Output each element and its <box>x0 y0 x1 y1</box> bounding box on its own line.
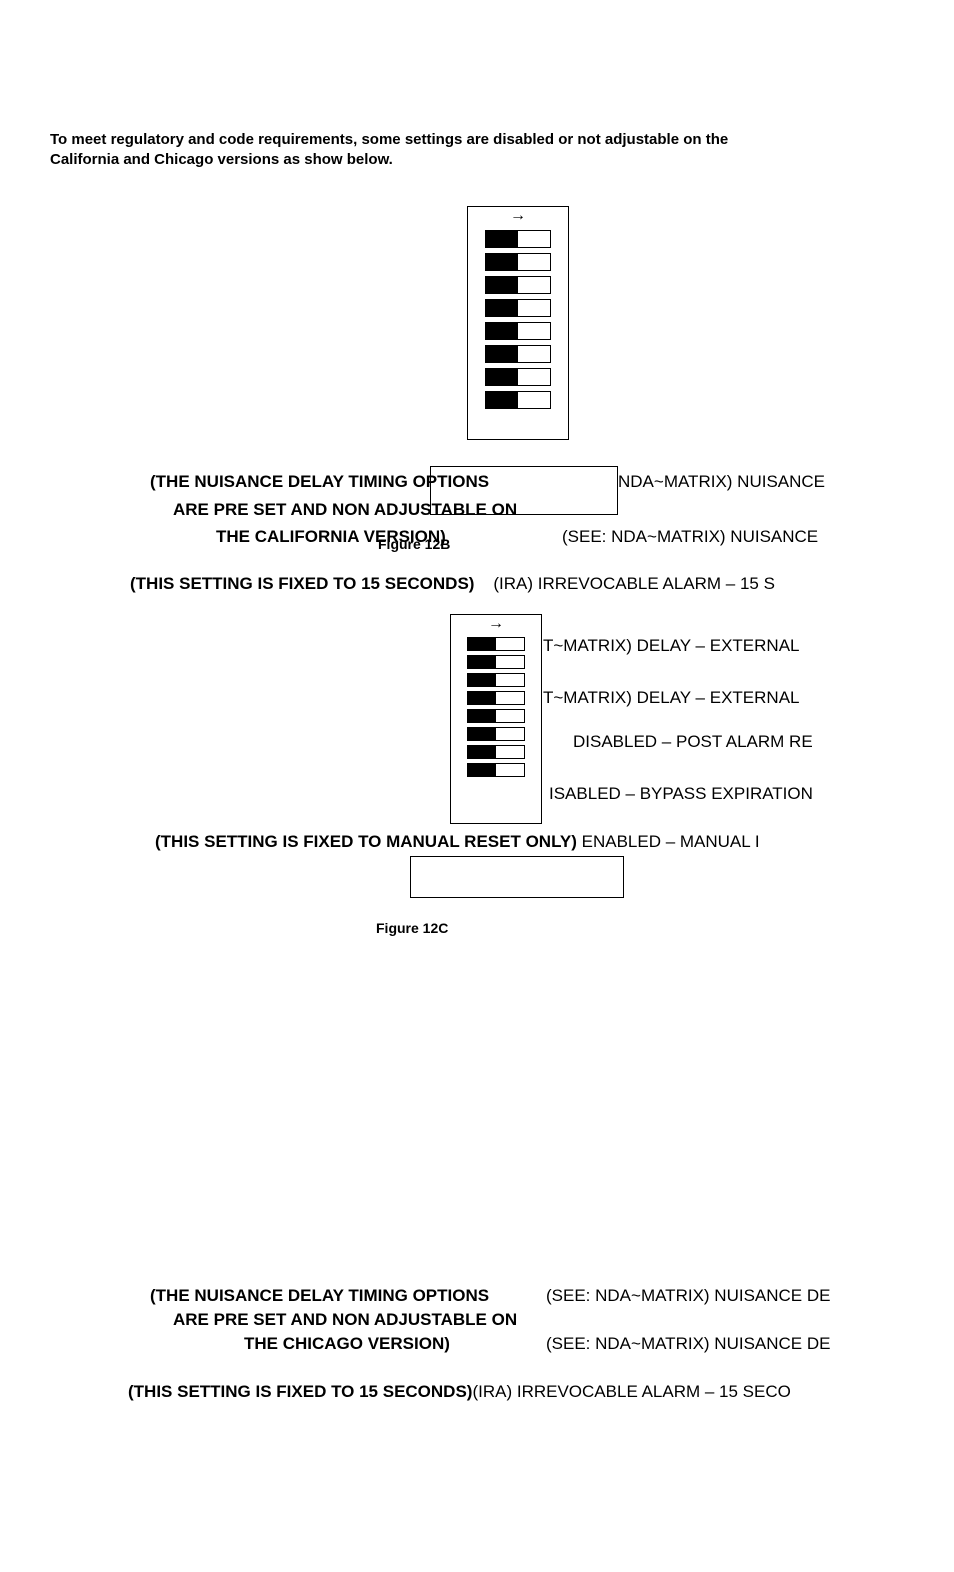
dip-knob <box>486 300 518 316</box>
arrow-icon: → <box>451 615 541 633</box>
dip-switch <box>485 345 551 363</box>
dip-switch <box>467 637 525 651</box>
dip-switch <box>485 368 551 386</box>
dip-knob <box>486 277 518 293</box>
dip-knob <box>468 728 496 740</box>
dip-knob <box>468 674 496 686</box>
dip-knob <box>486 392 518 408</box>
mid-row-3: DISABLED – POST ALARM RE <box>573 732 813 752</box>
dip-knob <box>468 710 496 722</box>
mid-row-1: T~MATRIX) DELAY – EXTERNAL <box>543 636 800 656</box>
ca-row2-left: ARE PRE SET AND NON ADJUSTABLE ON <box>173 500 517 520</box>
dip-knob <box>468 746 496 758</box>
mid-row-4: ISABLED – BYPASS EXPIRATION <box>549 784 813 804</box>
ca-row1-left: (THE NUISANCE DELAY TIMING OPTIONS <box>150 472 489 492</box>
dip-switch <box>467 727 525 741</box>
chi-row3-right: (SEE: NDA~MATRIX) NUISANCE DE <box>546 1334 830 1354</box>
chi-row4: (THIS SETTING IS FIXED TO 15 SECONDS)(IR… <box>128 1382 791 1402</box>
dip-knob <box>486 231 518 247</box>
empty-frame-box <box>410 856 624 898</box>
dip-knob <box>486 369 518 385</box>
ca-row1-right: NDA~MATRIX) NUISANCE <box>618 472 825 492</box>
ca-row3-right: (SEE: NDA~MATRIX) NUISANCE <box>562 527 818 547</box>
arrow-icon: → <box>468 207 568 225</box>
dip-knob <box>486 254 518 270</box>
dip-knob <box>468 764 496 776</box>
dip-switch-block-1: → <box>467 206 569 440</box>
ca-row4: (THIS SETTING IS FIXED TO 15 SECONDS) (I… <box>130 574 775 594</box>
intro-paragraph: To meet regulatory and code requirements… <box>50 130 770 169</box>
dip-switch <box>467 745 525 759</box>
dip-switch <box>485 276 551 294</box>
dip-switch <box>467 655 525 669</box>
dip-knob <box>468 656 496 668</box>
dip-switch <box>467 763 525 777</box>
chi-row1-right: (SEE: NDA~MATRIX) NUISANCE DE <box>546 1286 830 1306</box>
dip-switch-block-2: → <box>450 614 542 824</box>
dip-switch <box>467 673 525 687</box>
figure-12c-label: Figure 12C <box>376 920 448 936</box>
document-page: To meet regulatory and code requirements… <box>0 0 954 1572</box>
dip-switch <box>485 299 551 317</box>
dip-knob <box>468 692 496 704</box>
dip-switch <box>485 391 551 409</box>
dip-switch <box>467 691 525 705</box>
mid-row-2: T~MATRIX) DELAY – EXTERNAL <box>543 688 800 708</box>
dip-knob <box>486 323 518 339</box>
dip-switch <box>485 322 551 340</box>
figure-12b-label: Figure 12B <box>378 536 450 552</box>
dip-switch <box>485 253 551 271</box>
dip-switch <box>467 709 525 723</box>
chi-row3-left: THE CHICAGO VERSION) <box>244 1334 450 1354</box>
dip-knob <box>486 346 518 362</box>
dip-switch <box>485 230 551 248</box>
dip-knob <box>468 638 496 650</box>
mid-row-5: (THIS SETTING IS FIXED TO MANUAL RESET O… <box>155 832 760 852</box>
chi-row2-left: ARE PRE SET AND NON ADJUSTABLE ON <box>173 1310 517 1330</box>
chi-row1-left: (THE NUISANCE DELAY TIMING OPTIONS <box>150 1286 489 1306</box>
